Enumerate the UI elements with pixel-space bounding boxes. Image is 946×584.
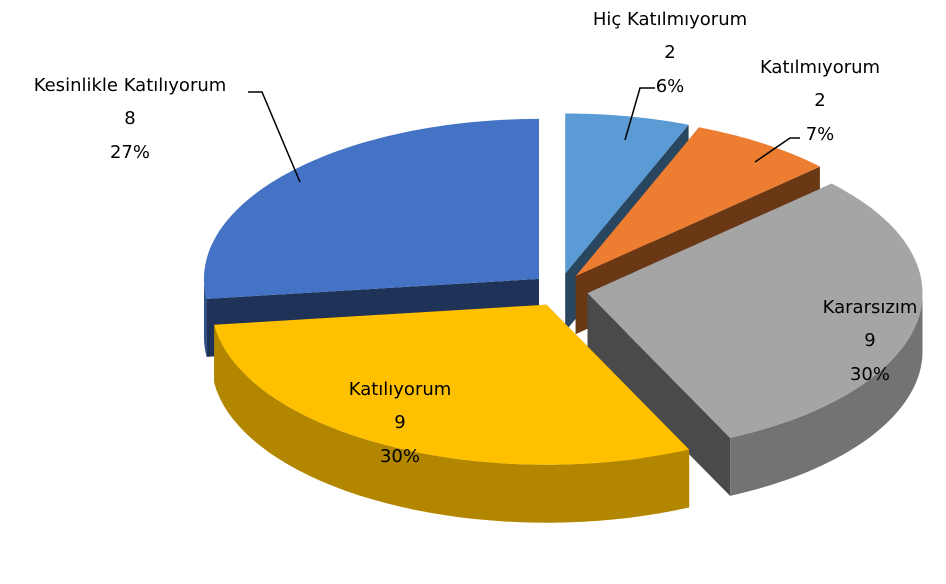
category-label: Katılıyorum [349,379,452,400]
labels: Hiç Katılmıyorum26%Katılmıyorum27%Karars… [34,9,918,467]
category-label: Katılmıyorum [760,57,880,78]
count-label: 8 [124,108,135,129]
count-label: 2 [814,90,825,111]
count-label: 2 [664,42,675,63]
slice-wall [214,324,690,523]
slice [587,183,923,496]
percent-label: 7% [806,124,835,145]
category-label: Kesinlikle Katılıyorum [34,75,227,96]
slice-side [587,293,731,496]
category-label: Kararsızım [823,297,918,318]
pie [204,113,923,523]
count-label: 9 [394,412,405,433]
count-label: 9 [864,330,875,351]
leader-line [754,137,800,163]
percent-label: 6% [656,76,685,97]
slice-top [204,118,539,299]
slice-wall [204,278,207,357]
slice-top [587,183,923,438]
category-label: Hiç Katılmıyorum [593,9,747,30]
percent-label: 30% [380,446,420,467]
leader-line [624,87,655,141]
percent-label: 27% [110,142,150,163]
slice-wall [730,293,923,496]
slice [214,304,690,523]
leader-line [248,91,301,183]
slice-top [214,304,690,465]
slice-top [565,113,689,274]
percent-label: 30% [850,364,890,385]
slice-top [575,127,820,277]
